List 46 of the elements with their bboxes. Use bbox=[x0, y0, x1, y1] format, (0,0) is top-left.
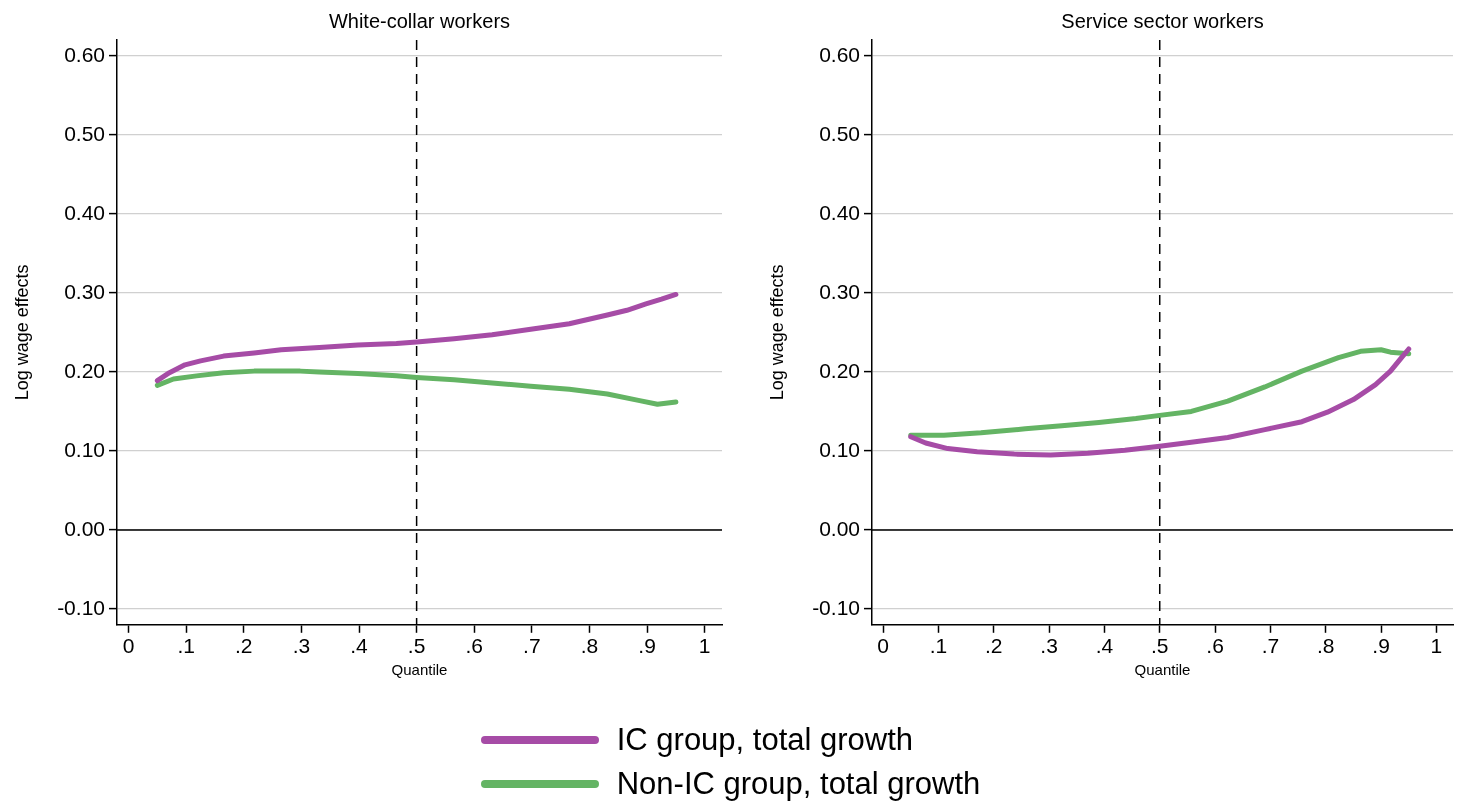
y-tick-label: 0.20 bbox=[819, 358, 860, 382]
y-tick-label: 0.30 bbox=[819, 279, 860, 303]
x-tick-label: .1 bbox=[177, 634, 195, 658]
y-axis-title: Log wage effects bbox=[11, 264, 32, 401]
x-tick-label: 1 bbox=[698, 634, 711, 658]
chart-title: Service sector workers bbox=[1061, 9, 1264, 32]
x-tick-label: .2 bbox=[235, 634, 253, 658]
y-tick-label: -0.10 bbox=[57, 595, 105, 619]
x-tick-label: .6 bbox=[1206, 634, 1224, 658]
y-tick-label: 0.50 bbox=[64, 121, 105, 145]
legend-label: IC group, total growth bbox=[616, 722, 914, 758]
x-tick-label: .4 bbox=[1095, 634, 1114, 658]
y-tick-label: 0.00 bbox=[64, 516, 105, 540]
y-tick-label: 0.40 bbox=[819, 200, 860, 224]
x-tick-label: .5 bbox=[407, 634, 426, 658]
x-tick-label: .3 bbox=[292, 634, 311, 658]
y-tick-label: 0.50 bbox=[819, 121, 860, 145]
y-tick-label: 0.10 bbox=[819, 437, 860, 461]
x-tick-label: .2 bbox=[984, 634, 1003, 658]
x-tick-label: .7 bbox=[523, 634, 541, 658]
legend-label: Non-IC group, total growth bbox=[616, 766, 981, 802]
x-tick-label: .8 bbox=[580, 634, 599, 658]
x-tick-label: .6 bbox=[465, 634, 483, 658]
x-tick-label: .5 bbox=[1150, 634, 1169, 658]
y-tick-label: -0.10 bbox=[812, 595, 860, 619]
x-tick-label: .9 bbox=[1372, 634, 1390, 658]
y-tick-label: 0.60 bbox=[64, 42, 105, 66]
x-tick-label: .4 bbox=[350, 634, 369, 658]
x-tick-label: .1 bbox=[929, 634, 948, 658]
x-axis-title: Quantile bbox=[1134, 661, 1191, 679]
y-tick-label: 0.00 bbox=[819, 516, 860, 540]
y-axis-title: Log wage effects bbox=[766, 264, 787, 401]
y-tick-label: 0.20 bbox=[64, 358, 105, 382]
y-tick-label: 0.30 bbox=[64, 279, 105, 303]
y-tick-label: 0.60 bbox=[819, 42, 860, 66]
x-tick-label: 0 bbox=[122, 634, 135, 658]
y-tick-label: 0.10 bbox=[64, 437, 105, 461]
chart-title: White-collar workers bbox=[328, 9, 511, 32]
y-tick-label: 0.40 bbox=[64, 200, 105, 224]
x-tick-label: 1 bbox=[1430, 634, 1443, 658]
x-tick-label: .3 bbox=[1040, 634, 1058, 658]
x-tick-label: 0 bbox=[877, 634, 889, 658]
x-axis-title: Quantile bbox=[391, 661, 448, 679]
x-tick-label: .9 bbox=[638, 634, 656, 658]
x-tick-label: .8 bbox=[1316, 634, 1335, 658]
x-tick-label: .7 bbox=[1261, 634, 1280, 658]
